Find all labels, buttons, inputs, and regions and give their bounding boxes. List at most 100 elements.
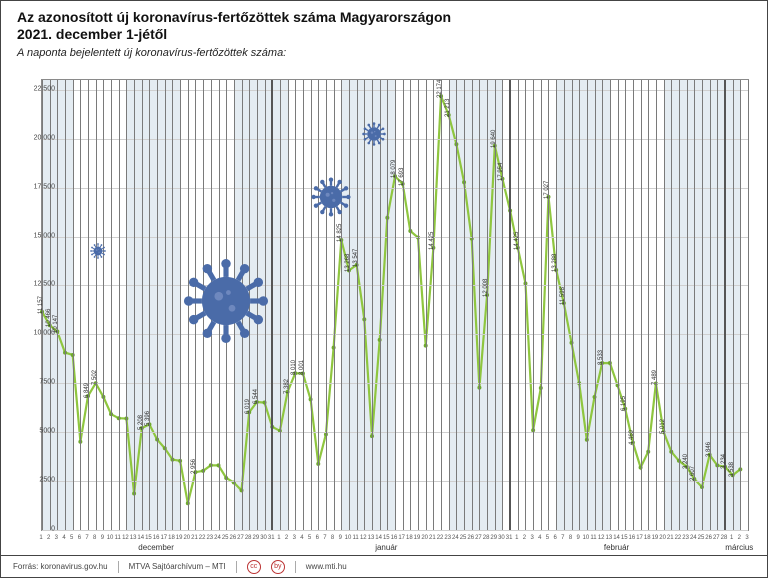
- x-tick-label: 22: [437, 535, 444, 541]
- day-line: [96, 80, 97, 530]
- value-label: 7 502: [92, 370, 98, 385]
- day-line: [142, 80, 143, 530]
- x-tick-label: 24: [690, 535, 697, 541]
- x-tick-label: 13: [368, 535, 375, 541]
- day-line: [572, 80, 573, 530]
- value-label: 3 240: [683, 454, 689, 469]
- value-label: 5 208: [138, 415, 144, 430]
- value-label: 18 079: [391, 160, 397, 178]
- x-tick-label: 6: [553, 535, 556, 541]
- value-label: 3 234: [721, 454, 727, 469]
- value-label: 17 027: [544, 181, 550, 199]
- day-line: [311, 80, 312, 530]
- value-label: 6 849: [84, 383, 90, 398]
- value-label: 10 466: [46, 309, 52, 327]
- x-tick-label: 12: [598, 535, 605, 541]
- x-tick-label: 18: [168, 535, 175, 541]
- x-tick-label: 19: [414, 535, 421, 541]
- day-line: [334, 80, 335, 530]
- day-line: [548, 80, 549, 530]
- x-tick-label: 31: [506, 535, 513, 541]
- y-tick-label: 12 500: [29, 281, 55, 288]
- y-tick-label: 22 500: [29, 85, 55, 92]
- x-tick-label: 18: [406, 535, 413, 541]
- day-line: [157, 80, 158, 530]
- x-tick-label: 7: [323, 535, 326, 541]
- day-line: [165, 80, 166, 530]
- x-tick-label: 17: [160, 535, 167, 541]
- day-line: [280, 80, 281, 530]
- month-label: február: [604, 543, 629, 552]
- day-line: [717, 80, 718, 530]
- value-label: 5 396: [145, 411, 151, 426]
- x-tick-label: 5: [308, 535, 311, 541]
- y-tick-label: 7500: [29, 379, 55, 386]
- x-tick-label: 10: [583, 535, 590, 541]
- day-line: [349, 80, 350, 530]
- x-tick-label: 28: [245, 535, 252, 541]
- value-label: 8 533: [598, 350, 604, 365]
- x-tick-label: 1: [730, 535, 733, 541]
- value-label: 2 956: [191, 459, 197, 474]
- x-tick-label: 3: [745, 535, 748, 541]
- x-tick-label: 5: [70, 535, 73, 541]
- day-line: [456, 80, 457, 530]
- month-boundary: [271, 80, 273, 530]
- plot-area: 11 15710 46610 1476 8497 5025 2085 3962 …: [41, 79, 749, 531]
- x-tick-label: 15: [621, 535, 628, 541]
- value-label: 13 268: [345, 254, 351, 272]
- x-tick-label: 8: [569, 535, 572, 541]
- x-tick-label: 17: [636, 535, 643, 541]
- x-tick-label: 23: [682, 535, 689, 541]
- day-line: [318, 80, 319, 530]
- y-tick-label: 5000: [29, 428, 55, 435]
- value-label: 6 195: [621, 396, 627, 411]
- day-line: [610, 80, 611, 530]
- x-tick-label: 8: [93, 535, 96, 541]
- x-tick-label: 22: [199, 535, 206, 541]
- x-tick-label: 10: [107, 535, 114, 541]
- x-tick-label: 3: [55, 535, 58, 541]
- x-tick-label: 9: [101, 535, 104, 541]
- x-tick-label: 2: [738, 535, 741, 541]
- x-tick-label: 20: [421, 535, 428, 541]
- x-tick-label: 15: [383, 535, 390, 541]
- value-label: 17 954: [498, 162, 504, 180]
- day-line: [303, 80, 304, 530]
- x-tick-label: 19: [652, 535, 659, 541]
- day-line: [433, 80, 434, 530]
- x-tick-label: 3: [530, 535, 533, 541]
- y-tick-label: 17 500: [29, 183, 55, 190]
- day-line: [602, 80, 603, 530]
- x-tick-label: 4: [300, 535, 303, 541]
- x-tick-label: 28: [483, 535, 490, 541]
- day-line: [702, 80, 703, 530]
- day-line: [541, 80, 542, 530]
- x-tick-label: 9: [577, 535, 580, 541]
- x-tick-label: 8: [331, 535, 334, 541]
- value-label: 8 001: [299, 360, 305, 375]
- day-line: [119, 80, 120, 530]
- x-tick-label: 27: [713, 535, 720, 541]
- footer-credit: MTVA Sajtóarchívum – MTI: [129, 562, 226, 571]
- header: Az azonosított új koronavírus-fertőzötte…: [17, 9, 751, 59]
- virus-icon: [90, 243, 106, 264]
- x-tick-label: 10: [345, 535, 352, 541]
- month-label: január: [375, 543, 397, 552]
- day-line: [403, 80, 404, 530]
- day-line: [111, 80, 112, 530]
- x-tick-label: 20: [659, 535, 666, 541]
- value-label: 22 174: [437, 80, 443, 98]
- day-line: [341, 80, 342, 530]
- value-label: 13 288: [552, 254, 558, 272]
- value-label: 3 846: [706, 442, 712, 457]
- day-line: [648, 80, 649, 530]
- month-label: március: [725, 543, 753, 552]
- y-tick-label: 2500: [29, 477, 55, 484]
- footer-site: www.mti.hu: [306, 562, 347, 571]
- day-line: [149, 80, 150, 530]
- day-line: [656, 80, 657, 530]
- x-tick-label: 11: [590, 535, 596, 541]
- day-line: [449, 80, 450, 530]
- title-line1: Az azonosított új koronavírus-fertőzötte…: [17, 9, 751, 26]
